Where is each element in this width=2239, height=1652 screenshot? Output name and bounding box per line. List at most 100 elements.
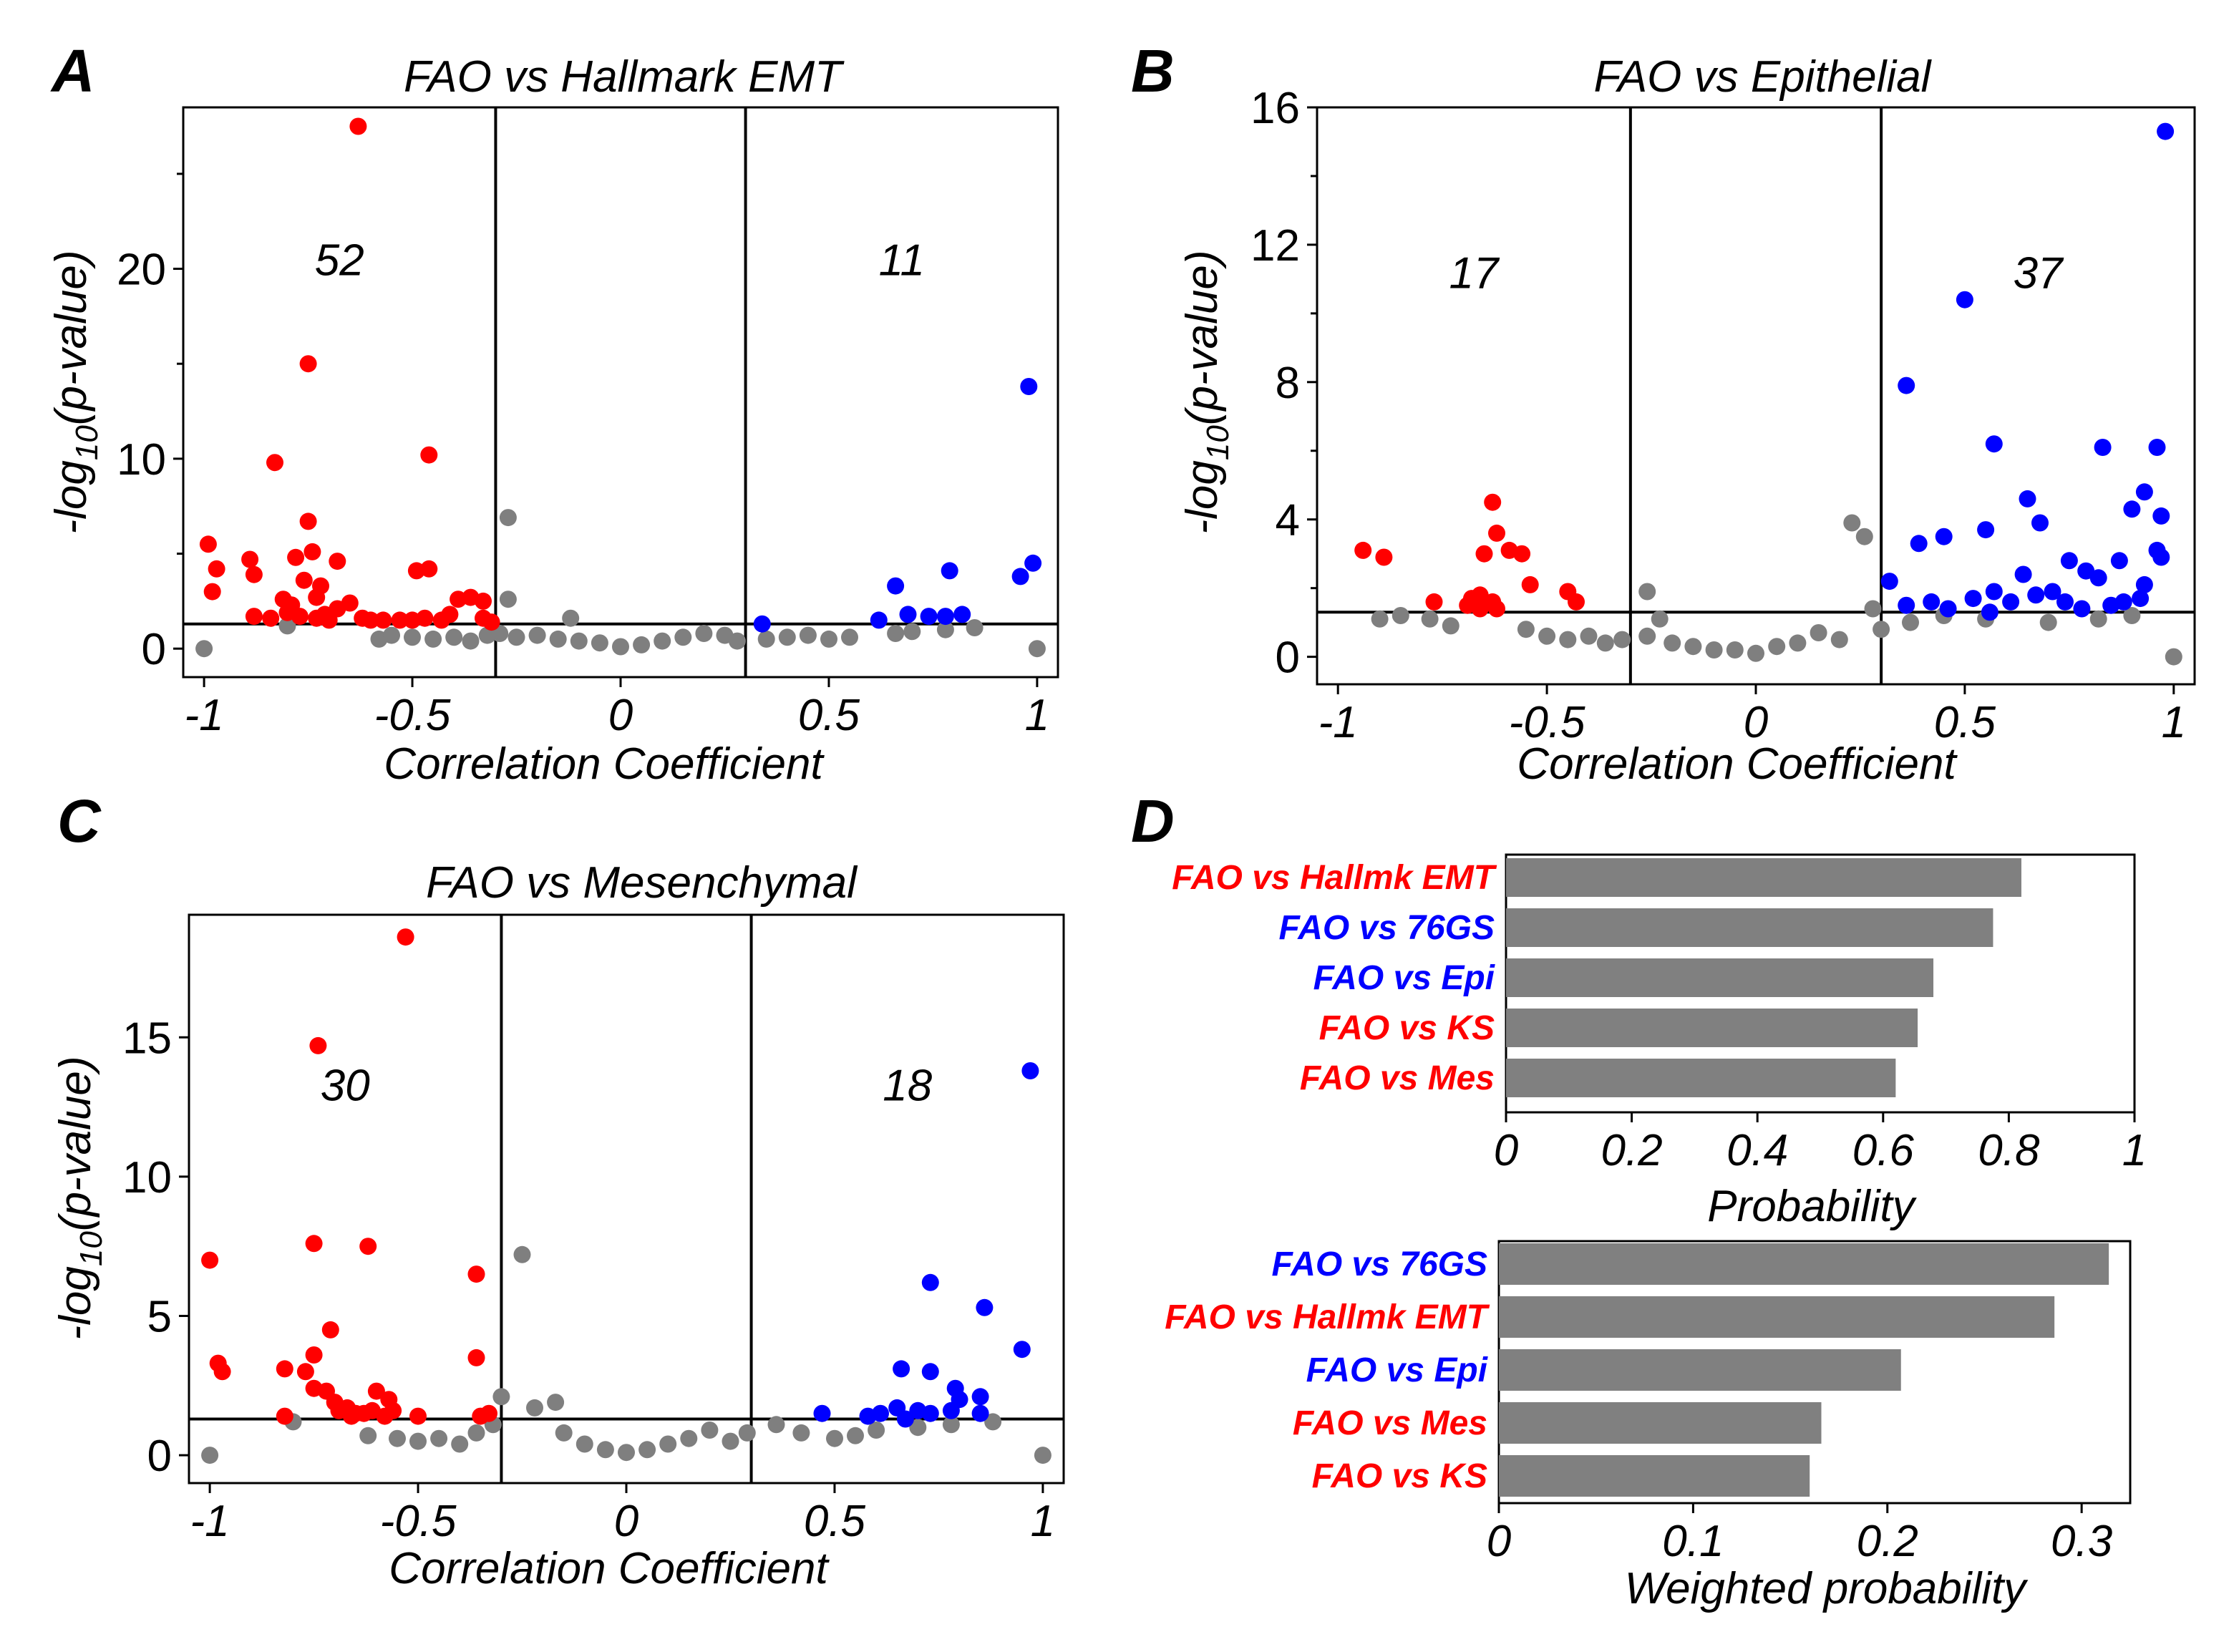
positive-point bbox=[2031, 514, 2049, 532]
gray-point bbox=[570, 632, 588, 650]
gray-point bbox=[1830, 631, 1848, 648]
panel-letter-b: B bbox=[1131, 37, 1175, 105]
category-labels: FAO vs 76GS FAO vs Hallmk EMT FAO vs Epi FA… bbox=[1165, 1245, 1490, 1495]
positive-point bbox=[2073, 600, 2091, 618]
positive-point bbox=[1977, 521, 1995, 539]
negative-point bbox=[409, 1407, 427, 1425]
panel-letter-a: A bbox=[50, 37, 95, 105]
gray-point bbox=[451, 1435, 469, 1453]
gray-point bbox=[767, 1416, 785, 1434]
negative-point bbox=[305, 1235, 323, 1253]
negative-point bbox=[201, 1251, 219, 1269]
y-tick-label: 15 bbox=[122, 1014, 172, 1063]
negative-point bbox=[367, 1382, 385, 1400]
x-tick-label: 1 bbox=[1025, 691, 1049, 740]
positive-point bbox=[2014, 565, 2032, 583]
x-tick-label: 1 bbox=[2162, 698, 2186, 747]
positive-count-label: 37 bbox=[2014, 248, 2064, 298]
negative-point bbox=[296, 1363, 314, 1381]
positive-point bbox=[1898, 596, 1915, 614]
negative-point bbox=[391, 611, 409, 629]
gray-point bbox=[942, 1416, 960, 1434]
negative-point bbox=[266, 454, 283, 472]
bar bbox=[1499, 1402, 1822, 1444]
gray-point bbox=[984, 1413, 1002, 1431]
negative-point bbox=[467, 1265, 485, 1283]
x-tick-label: -1 bbox=[185, 691, 224, 740]
gray-point bbox=[618, 1444, 635, 1462]
gray-point bbox=[278, 617, 296, 635]
negative-point bbox=[1488, 600, 1505, 618]
negative-point bbox=[308, 588, 326, 606]
positive-point bbox=[2060, 552, 2078, 570]
negative-point bbox=[208, 560, 225, 578]
gray-point bbox=[728, 632, 746, 650]
gray-point bbox=[1517, 621, 1535, 638]
x-tick-label: 0.3 bbox=[2051, 1517, 2112, 1566]
data-marks bbox=[1317, 107, 2195, 684]
x-tick-label: 0.6 bbox=[1852, 1126, 1915, 1175]
negative-point bbox=[376, 1407, 394, 1425]
gray-point bbox=[596, 1441, 614, 1459]
positive-point bbox=[1923, 593, 1941, 611]
gray-point bbox=[887, 625, 905, 642]
positive-point bbox=[896, 1410, 914, 1428]
negative-point bbox=[1521, 575, 1539, 593]
gray-point bbox=[1902, 613, 1919, 631]
positive-point bbox=[2148, 439, 2166, 456]
gray-point bbox=[492, 1388, 510, 1406]
gray-point bbox=[674, 628, 692, 646]
x-tick-label: -0.5 bbox=[380, 1497, 457, 1546]
x-tick-label: 0.5 bbox=[798, 691, 860, 740]
negative-point bbox=[1471, 586, 1489, 604]
positive-point bbox=[2019, 490, 2036, 507]
negative-point bbox=[1425, 593, 1443, 611]
bar bbox=[1499, 1243, 2109, 1285]
gray-point bbox=[1843, 514, 1861, 532]
gray-point bbox=[195, 640, 213, 658]
category-label: FAO vs Epi bbox=[1313, 959, 1496, 997]
panel-letter-d: D bbox=[1131, 787, 1175, 855]
y-tick-label: 20 bbox=[117, 246, 166, 295]
gray-point bbox=[526, 1399, 543, 1417]
gray-point bbox=[847, 1427, 864, 1444]
gray-point bbox=[903, 623, 921, 641]
x-axis-label: Correlation Coefficient bbox=[389, 1544, 830, 1593]
negative-count-label: 52 bbox=[315, 235, 364, 285]
x-tick-label: -0.5 bbox=[1509, 698, 1585, 747]
negative-point bbox=[329, 553, 346, 570]
gray-point bbox=[1684, 638, 1702, 656]
positive-point bbox=[2077, 562, 2095, 580]
bar-marks bbox=[1499, 1243, 2109, 1497]
x-tick-label: -1 bbox=[190, 1497, 230, 1546]
negative-point bbox=[1475, 545, 1493, 563]
gray-point bbox=[722, 1432, 739, 1450]
gray-point bbox=[1638, 583, 1656, 601]
negative-point bbox=[420, 560, 438, 578]
chart-title: FAO vs Mesenchymal bbox=[426, 858, 858, 908]
positive-point bbox=[909, 1401, 927, 1419]
negative-point bbox=[341, 594, 359, 612]
negative-point bbox=[441, 606, 459, 623]
gray-point bbox=[738, 1424, 756, 1442]
x-tick-label: -1 bbox=[1318, 698, 1358, 747]
x-tick-label: 0 bbox=[608, 691, 633, 740]
gray-point bbox=[1442, 617, 1460, 635]
gray-point bbox=[659, 1435, 677, 1453]
gray-point bbox=[1855, 528, 1873, 545]
gray-point bbox=[1034, 1447, 1051, 1464]
negative-point bbox=[1488, 524, 1505, 542]
negative-count-label: 30 bbox=[321, 1061, 370, 1110]
gray-point bbox=[1613, 631, 1631, 648]
positive-point bbox=[1935, 528, 1953, 545]
gray-point bbox=[389, 1429, 406, 1447]
negative-point bbox=[342, 1407, 360, 1425]
positive-point bbox=[2135, 575, 2153, 593]
bar bbox=[1506, 908, 1993, 947]
x-tick-label: 0 bbox=[1487, 1517, 1511, 1566]
x-tick-label: 1 bbox=[2122, 1126, 2147, 1175]
gray-point bbox=[1538, 627, 1556, 645]
negative-point bbox=[199, 535, 217, 553]
